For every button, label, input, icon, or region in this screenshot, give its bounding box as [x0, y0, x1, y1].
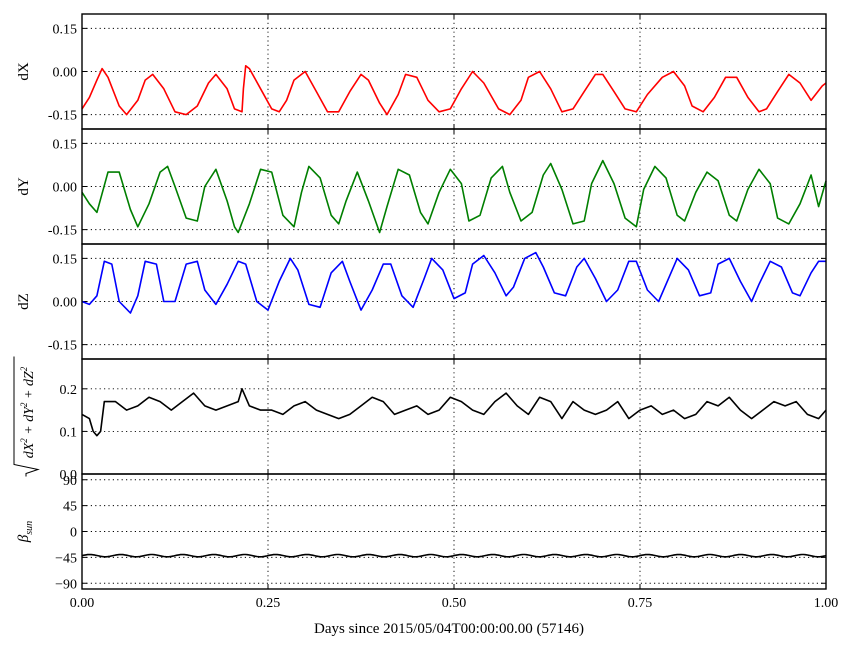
y-tick-label: 0.0 [60, 468, 78, 483]
series-line [81, 388, 827, 437]
y-axis-label: dX2 + dY2 + dZ2 [13, 356, 40, 477]
series-line [81, 553, 827, 558]
series-line [81, 251, 826, 314]
subplot-2: 0.15 0.00 -0.15 dY [16, 128, 827, 245]
x-tick-label: 1.00 [814, 596, 839, 611]
subplot-3: 0.15 0.00 -0.15 dZ [16, 243, 827, 360]
subplot-4: 0.2 0.1 0.0 dX2 + dY2 + dZ2 [13, 356, 827, 483]
series-line [81, 65, 827, 116]
y-axis-label: dY [16, 177, 32, 196]
y-tick-label: 0.1 [60, 425, 78, 440]
y-axis-label-text: dX2 + dY2 + dZ2 [19, 366, 37, 458]
y-tick-label: -0.15 [48, 224, 77, 239]
x-tick-label: 0.75 [628, 596, 653, 611]
x-tick-label: 0.25 [256, 596, 281, 611]
y-tick-label: 0.00 [53, 181, 78, 196]
y-tick-label: 0.00 [53, 66, 78, 81]
y-axis-label: dZ [16, 293, 32, 310]
y-axis-label: βsun [16, 521, 35, 543]
y-tick-label: 0 [70, 526, 77, 541]
subplots: 0.150.00-0.15dX0.150.00-0.15dY0.150.00-0… [13, 13, 827, 592]
y-tick-label: 0.15 [53, 252, 78, 267]
x-axis-label: Days since 2015/05/04T00:00:00.00 (57146… [314, 621, 584, 637]
y-tick-label: 0.00 [53, 296, 78, 311]
radical-sign [13, 356, 40, 477]
y-tick-label: 45 [63, 500, 77, 515]
x-tick-label: 0.50 [442, 596, 467, 611]
y-axis-label: dX [16, 62, 32, 81]
axes-frame [81, 473, 827, 590]
y-tick-label: 0.15 [53, 137, 78, 152]
y-tick-label: -0.15 [48, 339, 77, 354]
subplot-5: 90 45 0 −45 −90 βsun [16, 473, 827, 592]
y-tick-label: −90 [55, 577, 77, 592]
x-axis: 0.00 0.25 0.50 0.75 1.00 [70, 596, 839, 611]
x-tick-label: 0.00 [70, 596, 95, 611]
y-tick-label: 90 [63, 474, 77, 489]
y-tick-label: 0.15 [53, 22, 78, 37]
series-line [81, 159, 827, 234]
y-tick-label: 0.2 [60, 383, 78, 398]
y-tick-label: −45 [55, 551, 77, 566]
y-tick-label: -0.15 [48, 109, 77, 124]
subplot-1: 0.15 0.00 -0.15 dX [16, 13, 827, 130]
